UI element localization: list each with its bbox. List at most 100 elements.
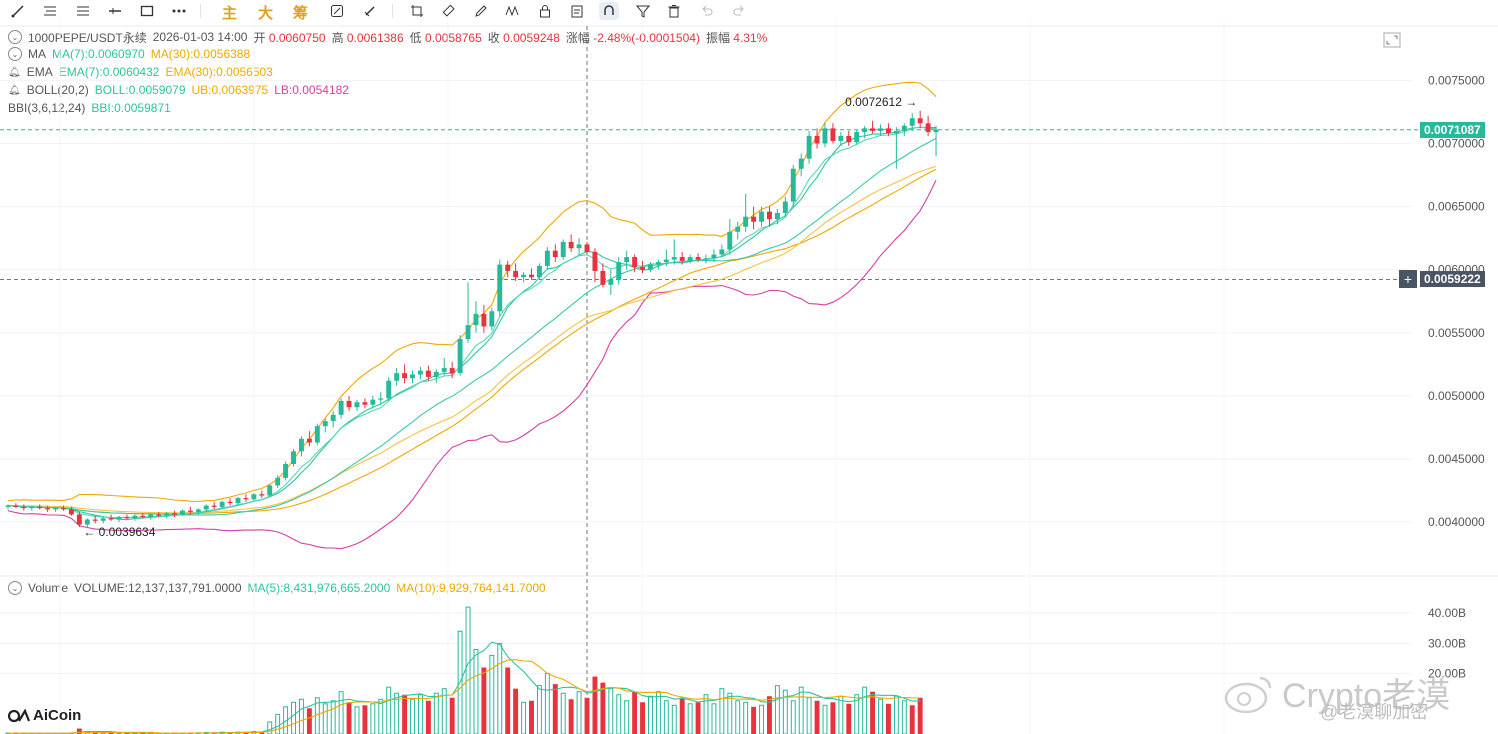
candle-down	[592, 252, 598, 271]
last-price-tag: 0.0071087	[1420, 121, 1485, 138]
low-marker: ← 0.0039634	[83, 525, 156, 540]
volume-bar-up	[774, 685, 780, 734]
candle-down	[68, 509, 74, 515]
volume-bar-down	[679, 697, 685, 734]
parallel-lines-icon[interactable]	[73, 2, 93, 20]
candle-up	[53, 508, 59, 510]
line-tool-icon[interactable]	[8, 2, 28, 20]
horizontal-lines-icon[interactable]	[40, 2, 60, 20]
volume-bar-down	[870, 691, 876, 734]
more-dots-icon[interactable]	[169, 2, 189, 20]
volume-bar-up	[663, 700, 669, 734]
bbi-legend[interactable]: BBI(3,6,12,24) BBI:0.0059871	[8, 100, 171, 116]
candle-up	[862, 128, 868, 133]
candle-down	[211, 505, 217, 507]
redo-icon[interactable]	[729, 2, 749, 20]
pencil-icon[interactable]	[471, 2, 491, 20]
clipboard-icon[interactable]	[567, 2, 587, 20]
volume-bar-down	[814, 700, 820, 734]
candle-up	[854, 132, 860, 143]
candle-down	[568, 241, 574, 249]
candle-up	[608, 279, 614, 285]
boll-lower-line	[7, 180, 937, 550]
volume-bar-up	[330, 700, 336, 734]
candle-down	[37, 506, 43, 509]
volume-bar-up	[671, 704, 677, 734]
volume-bar-up	[394, 692, 400, 734]
volume-bar-up	[410, 698, 415, 734]
crop-icon[interactable]	[407, 2, 427, 20]
ema30-line	[7, 165, 937, 514]
volume-value: VOLUME:12,137,137,791.0000	[74, 581, 242, 595]
boll-mid-line	[7, 137, 937, 516]
candle-up	[5, 505, 11, 507]
candle-down	[640, 267, 646, 270]
candle-up	[330, 414, 336, 422]
candle-down	[124, 517, 130, 519]
ruler-icon[interactable]	[439, 2, 459, 20]
open-value: 0.0060750	[268, 30, 326, 45]
candle-down	[156, 514, 162, 516]
ma-legend[interactable]: ⌄ MA MA(7):0.0060970 MA(30):0.0056388	[8, 46, 250, 62]
ray-icon[interactable]	[105, 2, 125, 20]
bell-icon[interactable]: 🔔︎	[8, 84, 21, 96]
candle-up	[782, 201, 788, 213]
candle-down	[425, 370, 431, 377]
volume-bar-down	[592, 676, 598, 734]
volume-bar-up	[560, 692, 566, 734]
candle-down	[846, 135, 852, 143]
candle-up	[84, 519, 90, 525]
volume-bar-down	[885, 703, 891, 734]
ohlc-header: ⌄ 1000PEPE/USDT永续 2026-01-03 14:00 开 0.0…	[8, 29, 767, 45]
candle-up	[132, 515, 138, 519]
candle-up	[663, 259, 669, 263]
candle-up	[703, 258, 709, 260]
volume-legend[interactable]: ⌄ Volume VOLUME:12,137,137,791.0000 MA(5…	[8, 580, 546, 596]
brush-icon[interactable]	[360, 2, 380, 20]
volume-ma5-value: MA(5):8,431,976,665.2000	[247, 581, 391, 595]
volume-bar-down	[695, 702, 701, 734]
candle-down	[695, 257, 701, 260]
undo-icon[interactable]	[697, 2, 717, 20]
ma7-value: MA(7):0.0060970	[52, 47, 145, 61]
close-label: 收	[487, 30, 500, 45]
rectangle-icon[interactable]	[137, 2, 157, 20]
close-value: 0.0059248	[503, 30, 560, 45]
ema-legend[interactable]: 🔔︎ EMA EMA(7):0.0060432 EMA(30):0.005650…	[8, 64, 273, 80]
volume-bar-up	[298, 698, 304, 734]
candle-up	[798, 158, 804, 169]
volume-bar-up	[457, 630, 463, 734]
big-order-button[interactable]: 大	[258, 5, 274, 22]
candle-down	[766, 211, 772, 220]
bell-icon[interactable]: 🔔︎	[8, 66, 21, 78]
collapse-chevron-icon[interactable]: ⌄	[8, 47, 22, 61]
candle-down	[917, 118, 923, 124]
toolbar: 主 大 筹	[0, 0, 1498, 22]
fullscreen-icon[interactable]	[1383, 32, 1401, 48]
candle-down	[92, 519, 98, 521]
annotate-icon[interactable]	[327, 2, 347, 20]
pattern-icon[interactable]	[503, 2, 523, 20]
candle-up	[536, 265, 542, 278]
lock-icon[interactable]	[535, 2, 555, 20]
candle-up	[576, 244, 582, 249]
trash-icon[interactable]	[664, 2, 684, 20]
chips-button[interactable]: 筹	[293, 5, 309, 22]
volume-bar-up	[267, 721, 273, 734]
candle-up	[521, 274, 527, 278]
ma30-value: MA(30):0.0056388	[150, 47, 251, 61]
main-force-button[interactable]: 主	[222, 5, 238, 22]
boll-legend[interactable]: 🔔︎ BOLL(20,2) BOLL:0.0059079 UB:0.006397…	[8, 82, 349, 98]
candle-down	[513, 270, 519, 278]
collapse-chevron-icon[interactable]: ⌄	[8, 30, 22, 44]
y-tick-label: 0.0065000	[1428, 200, 1485, 214]
candle-up	[648, 264, 653, 270]
volume-bar-up	[798, 686, 804, 734]
collapse-chevron-icon[interactable]: ⌄	[8, 581, 22, 595]
filter-icon[interactable]	[633, 2, 653, 20]
candle-up	[148, 514, 154, 517]
amplitude-value: 4.31%	[733, 30, 768, 45]
plus-icon[interactable]: +	[1399, 270, 1417, 289]
magnet-icon[interactable]	[599, 2, 619, 20]
